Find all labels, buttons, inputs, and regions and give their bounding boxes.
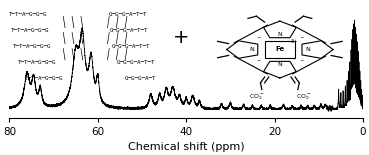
Text: +: + (173, 28, 189, 47)
X-axis label: Chemical shift (ppm): Chemical shift (ppm) (128, 142, 245, 152)
